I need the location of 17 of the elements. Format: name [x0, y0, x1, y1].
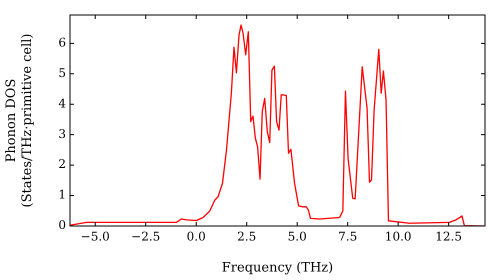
- y-tick-label: 3: [58, 126, 66, 141]
- x-tick-label: 12.5: [435, 229, 462, 244]
- x-tick-label: 10.0: [384, 229, 412, 244]
- y-tick-label: 2: [58, 157, 66, 172]
- x-tick-label: 5.0: [288, 229, 307, 244]
- x-tick-label: −2.5: [131, 229, 160, 244]
- x-tick-label: 2.5: [237, 229, 256, 244]
- x-tick-label: 7.5: [338, 229, 358, 244]
- y-axis-title: Phonon DOS (States/THz·primitive cell): [4, 33, 35, 208]
- x-tick-label: 0.0: [186, 229, 206, 244]
- y-tick-label: 4: [58, 96, 66, 110]
- y-tick-label: 5: [58, 66, 66, 80]
- x-axis-title: Frequency (THz): [222, 260, 334, 276]
- y-tick-label: 1: [58, 188, 66, 202]
- x-tick-label: −5.0: [80, 229, 110, 244]
- y-tick-label: 6: [58, 35, 66, 50]
- y-tick-label: 0: [58, 218, 66, 232]
